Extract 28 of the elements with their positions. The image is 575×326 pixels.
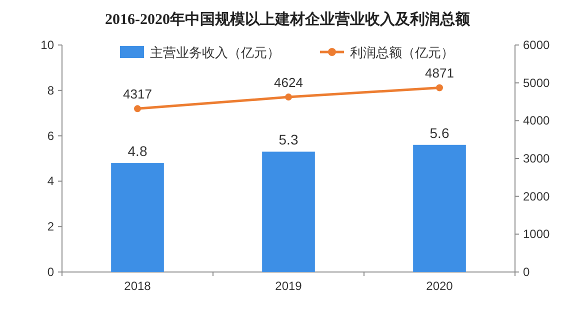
x-tick-label: 2018: [124, 279, 152, 293]
y-tick-label: 10: [40, 38, 54, 52]
y2-tick-label: 6000: [523, 38, 550, 52]
y2-tick-label: 1000: [523, 227, 550, 242]
chart-title: 2016-2020年中国规模以上建材企业营业收入及利润总额: [105, 10, 471, 28]
x-tick-label: 2020: [426, 279, 454, 293]
point: [285, 94, 292, 101]
y2-tick-label: 3000: [523, 152, 550, 166]
y2-tick-label: 0: [523, 265, 530, 279]
y-tick-label: 6: [47, 128, 54, 143]
data-label: 4871: [425, 66, 454, 81]
data-label: 4317: [123, 86, 152, 102]
data-label: 4.8: [128, 143, 148, 160]
y2-tick-label: 2000: [523, 189, 550, 204]
x-tick-label: 2019: [275, 279, 302, 293]
y-tick-label: 8: [47, 83, 54, 98]
legend-label: 利润总额（亿元）: [350, 45, 454, 60]
y2-tick-label: 5000: [523, 76, 550, 90]
data-label: 5.3: [278, 132, 298, 148]
y-tick-label: 4: [47, 174, 54, 188]
point: [436, 84, 443, 92]
legend-label: 主营业务收入（亿元）: [150, 45, 280, 60]
data-label: 5.6: [430, 124, 450, 141]
data-label: 4624: [274, 75, 303, 90]
y2-tick-label: 4000: [523, 114, 550, 128]
y-tick-label: 0: [47, 265, 54, 279]
point: [134, 105, 141, 112]
y-tick-label: 2: [47, 220, 54, 234]
